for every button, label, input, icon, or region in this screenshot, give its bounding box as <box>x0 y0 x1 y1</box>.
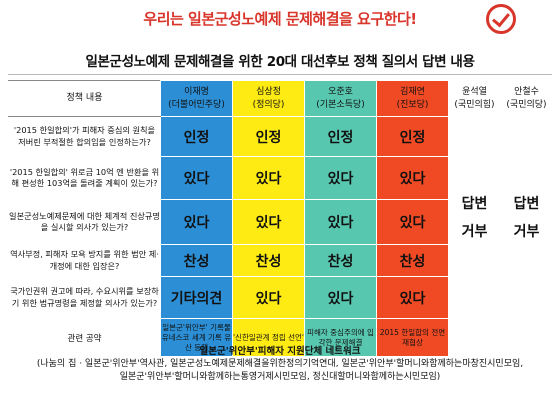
refuse-text: 답변 <box>513 195 540 212</box>
candidate-party: (진보당) <box>396 99 429 110</box>
answer-cell: 있다 <box>232 199 305 245</box>
candidate-header-ahn: 안철수 (국민의당) <box>500 80 553 117</box>
candidate-name: 심상정 <box>256 86 281 97</box>
answer-cell: 있다 <box>160 156 233 200</box>
answer-cell: 있다 <box>376 276 449 319</box>
check-mark <box>492 8 510 28</box>
candidate-header-yoon: 윤석열 (국민의힘) <box>448 80 501 117</box>
answer-cell: 찬성 <box>376 244 449 277</box>
candidate-header-oh: 오준호 (기본소득당) <box>304 80 377 117</box>
candidate-header-lee: 이재명 (더불어민주당) <box>160 80 233 117</box>
footer-line: 일본군'위안부'할머니와함께하는통영거제시민모임, 정신대할머니와함께하는시민모… <box>119 372 441 382</box>
table-row: '2015 한일합의'가 피해자 중심의 원칙을 저버린 부적절한 합의임을 인… <box>8 116 553 319</box>
candidate-party: (국민의힘) <box>454 99 495 110</box>
answer-cell: 찬성 <box>304 244 377 277</box>
page-title: 일본군성노예제 문제해결을 위한 20대 대선후보 정책 질의서 답변 내용 <box>85 54 475 70</box>
refuse-text: 거부 <box>513 223 540 240</box>
candidate-name: 윤석열 <box>462 86 487 97</box>
answer-cell: 있다 <box>376 156 449 200</box>
header-row: 정책 내용 이재명 (더불어민주당) 심상정 (정의당) 오준호 (기본소득당) 김재… <box>8 80 553 117</box>
refuse-text: 거부 <box>461 223 488 240</box>
answer-cell: 인정 <box>232 116 305 157</box>
footer: 일본군'위안부'피해자 지원단체 네트워크 (나눔의 집 · 일본군'위안부'역… <box>0 345 560 384</box>
answer-cell: 있다 <box>376 199 449 245</box>
table-row: 국가인권위 권고에 따라, 수요시위를 보장하기 위한 법규명령을 제정할 의사… <box>8 276 553 319</box>
table-row: 역사부정, 피해자 모욕 방지를 위한 법안 제·개정에 대한 입장은? 찬성 … <box>8 244 553 277</box>
candidate-header-sim: 심상정 (정의당) <box>232 80 305 117</box>
footer-line: (나눔의 집 · 일본군'위안부'역사관, 일본군성노예제문제해결을위한정의기억… <box>36 359 524 369</box>
answer-cell: 찬성 <box>160 244 233 277</box>
footer-title: 일본군'위안부'피해자 지원단체 네트워크 <box>199 346 361 357</box>
policy-table: 정책 내용 이재명 (더불어민주당) 심상정 (정의당) 오준호 (기본소득당) 김재… <box>8 80 553 357</box>
answer-cell: 있다 <box>304 199 377 245</box>
empty-cell <box>500 318 553 357</box>
answer-cell: 있다 <box>304 156 377 200</box>
answer-cell: 있다 <box>160 199 233 245</box>
candidate-party: (더불어민주당) <box>168 99 225 110</box>
question-cell: 국가인권위 권고에 따라, 수요시위를 보장하기 위한 법규명령을 제정할 의사… <box>8 276 161 319</box>
pledge-cell: 일본군'위안부' 기록물 유네스코 세계 기록 유산 등재 <box>160 318 233 357</box>
candidate-header-kim: 김재연 (진보당) <box>376 80 449 117</box>
answer-cell: 기타의견 <box>160 276 233 319</box>
answer-cell: 있다 <box>232 156 305 200</box>
pledge-label: 관련 공약 <box>8 318 161 357</box>
answer-cell: 인정 <box>160 116 233 157</box>
top-banner: 우리는 일본군성노예제 문제해결을 요구한다! <box>0 0 560 40</box>
candidate-name: 이재명 <box>184 86 209 97</box>
answer-cell: 인정 <box>376 116 449 157</box>
refuse-text: 답변 <box>461 195 488 212</box>
candidate-party: (정의당) <box>252 99 285 110</box>
answer-cell: 인정 <box>304 116 377 157</box>
question-cell: '2015 한일합의'가 피해자 중심의 원칙을 저버린 부적절한 합의임을 인… <box>8 116 161 157</box>
candidate-name: 김재연 <box>400 86 425 97</box>
question-cell: '2015 한일합의' 위로금 10억 엔 반환을 위해 편성한 103억을 돌… <box>8 156 161 200</box>
candidate-party: (국민의당) <box>506 99 547 110</box>
pledge-cell: '신한일관계 정립 선언' <box>232 318 305 357</box>
question-cell: 일본군성노예제문제에 대한 체계적 진상규명을 실시할 의사가 있는가? <box>8 199 161 245</box>
answer-cell: 찬성 <box>232 244 305 277</box>
pledge-row: 관련 공약 일본군'위안부' 기록물 유네스코 세계 기록 유산 등재 '신한일… <box>8 318 553 357</box>
pledge-cell: 2015 한일합의 전면 재협상 <box>376 318 449 357</box>
question-cell: 역사부정, 피해자 모욕 방지를 위한 법안 제·개정에 대한 입장은? <box>8 244 161 277</box>
divider <box>8 74 552 75</box>
answer-cell: 있다 <box>232 276 305 319</box>
table-row: 일본군성노예제문제에 대한 체계적 진상규명을 실시할 의사가 있는가? 있다 … <box>8 199 553 245</box>
candidate-name: 안철수 <box>514 86 539 97</box>
candidate-name: 오준호 <box>328 86 353 97</box>
slogan: 우리는 일본군성노예제 문제해결을 요구한다! <box>143 10 417 28</box>
candidate-party: (기본소득당) <box>316 99 365 110</box>
empty-cell <box>448 318 501 357</box>
table-row: '2015 한일합의' 위로금 10억 엔 반환을 위해 편성한 103억을 돌… <box>8 156 553 200</box>
answer-cell: 있다 <box>304 276 377 319</box>
ballot-check-icon <box>486 4 516 34</box>
pledge-cell: 피해자 중심주의에 입각한 문제해결 <box>304 318 377 357</box>
topic-header: 정책 내용 <box>8 80 161 117</box>
